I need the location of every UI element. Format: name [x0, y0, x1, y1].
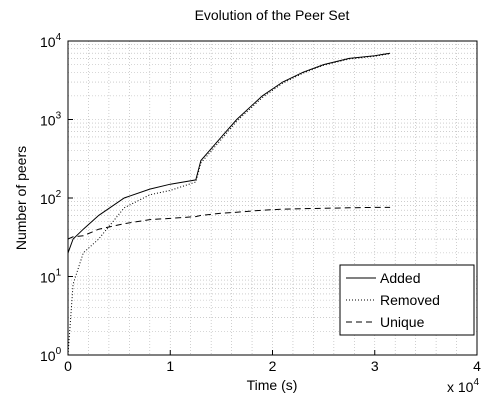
x-tick-label: 0	[64, 358, 72, 374]
y-tick-label: 103	[40, 111, 62, 129]
y-tick-label: 100	[40, 346, 62, 364]
y-tick-label: 102	[40, 189, 62, 207]
legend-label: Removed	[380, 292, 440, 308]
x-axis-label: Time (s)	[247, 377, 298, 393]
chart-title: Evolution of the Peer Set	[195, 7, 350, 23]
series-line	[67, 52, 391, 254]
x-multiplier: x 104	[447, 377, 479, 395]
y-tick-label: 104	[40, 32, 62, 50]
y-axis-label: Number of peers	[13, 146, 29, 250]
legend-box	[339, 264, 475, 336]
legend-label: Unique	[380, 314, 425, 330]
plot-frame	[67, 40, 478, 356]
x-tick-label: 2	[269, 358, 277, 374]
series-line	[67, 53, 391, 356]
y-tick-label: 101	[40, 268, 62, 286]
legend-label: Added	[380, 270, 420, 286]
x-tick-label: 4	[473, 358, 481, 374]
series-line	[67, 206, 391, 240]
x-tick-label: 3	[371, 358, 379, 374]
x-tick-label: 1	[166, 358, 174, 374]
